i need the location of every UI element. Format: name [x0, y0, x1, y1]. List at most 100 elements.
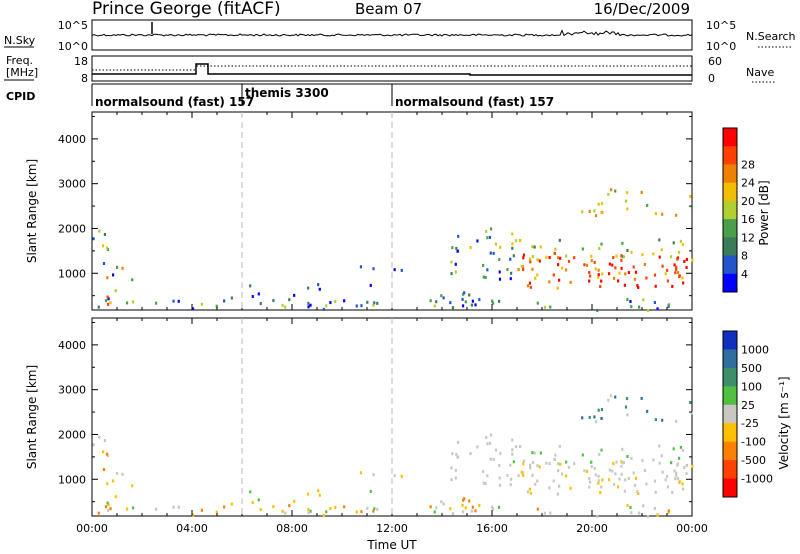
power-echo — [511, 242, 514, 246]
velocity-echo — [471, 505, 474, 509]
velocity-echo — [456, 455, 459, 459]
velocity-echo — [529, 491, 532, 495]
velocity-echo — [653, 479, 657, 483]
power-echo — [451, 306, 455, 310]
velocity-echo — [454, 468, 457, 472]
power-echo — [484, 276, 487, 280]
y-tick-label: 2000 — [58, 428, 86, 441]
velocity-echo — [534, 482, 537, 486]
velocity-echo — [482, 469, 485, 473]
velocity-echo — [559, 462, 562, 466]
x-tick-label: 12:00 — [376, 522, 408, 535]
velocity-echo — [597, 479, 600, 483]
velocity-echo — [557, 469, 560, 473]
velocity-echo — [557, 462, 560, 466]
velocity-echo — [674, 477, 677, 481]
power-echo — [522, 256, 525, 260]
power-echo — [288, 298, 291, 302]
power-echo — [658, 255, 661, 259]
power-echo — [675, 267, 678, 271]
power-echo — [360, 304, 363, 308]
velocity-echo — [573, 462, 576, 466]
power-echo — [329, 301, 332, 305]
velocity-echo — [519, 445, 522, 449]
velocity-echo — [509, 483, 512, 487]
velocity-echo — [620, 460, 623, 464]
velocity-echo — [556, 492, 559, 496]
power-echo — [105, 246, 109, 250]
power-echo — [661, 264, 664, 268]
velocity-echo — [429, 505, 432, 509]
colorbar-frame — [722, 330, 738, 498]
nsky-tick-bottom: 10^0 — [58, 40, 88, 53]
power-echo — [125, 301, 129, 305]
velocity-echo — [646, 514, 650, 518]
velocity-echo — [666, 485, 670, 489]
power-echo — [482, 263, 485, 267]
velocity-echo — [498, 463, 501, 467]
freq-label-2: [MHz] — [6, 66, 38, 79]
power-echo — [536, 258, 539, 262]
colorbar-tick-label: 28 — [741, 158, 755, 171]
velocity-echo — [454, 476, 457, 480]
power-echo — [376, 301, 379, 305]
velocity-echo — [624, 478, 627, 482]
power-echo — [489, 227, 493, 231]
velocity-echo — [632, 471, 635, 475]
colorbar-cell — [723, 349, 737, 369]
velocity-echo — [549, 511, 552, 515]
power-echo — [596, 308, 599, 312]
velocity-echo — [433, 510, 436, 514]
velocity-echo — [597, 474, 600, 478]
cpid-segment-label: themis 3300 — [245, 86, 329, 100]
colorbar-cell — [723, 146, 737, 165]
power-echo — [585, 263, 589, 267]
power-echo — [676, 257, 679, 261]
velocity-echo — [491, 505, 494, 509]
velocity-echo — [583, 469, 586, 473]
power-echo — [485, 229, 488, 233]
velocity-echo — [581, 453, 584, 457]
velocity-echo — [200, 508, 203, 512]
colorbar-tick-label: 500 — [741, 362, 762, 375]
power-echo — [538, 259, 541, 263]
velocity-echo — [360, 510, 363, 514]
velocity-echo — [608, 468, 611, 472]
power-echo — [471, 299, 474, 303]
power-echo — [614, 266, 617, 270]
power-echo — [230, 296, 233, 300]
power-echo — [620, 258, 623, 262]
velocity-echo — [548, 462, 551, 466]
power-echo — [450, 260, 453, 264]
velocity-echo — [511, 448, 514, 452]
velocity-echo — [318, 493, 321, 497]
velocity-echo — [624, 405, 628, 409]
velocity-echo — [514, 445, 518, 449]
power-echo — [534, 276, 537, 280]
colorbar-cell — [723, 237, 737, 257]
y-tick-label: 1000 — [58, 473, 86, 486]
power-echo — [281, 303, 284, 307]
velocity-echo — [450, 478, 453, 482]
velocity-echo — [588, 415, 591, 419]
velocity-echo — [543, 511, 547, 515]
velocity-echo — [614, 472, 617, 476]
velocity-echo — [637, 492, 640, 496]
velocity-echo — [498, 483, 502, 487]
velocity-echo — [598, 452, 601, 456]
velocity-echo — [589, 480, 592, 484]
power-echo — [656, 307, 659, 311]
power-echo — [607, 272, 611, 276]
power-echo — [531, 267, 534, 271]
power-echo — [97, 305, 100, 309]
power-echo — [629, 299, 632, 303]
power-colorbar: 4 8 12 16 20 24 28 — [722, 127, 755, 293]
power-echo — [486, 268, 489, 272]
power-echo — [593, 260, 596, 264]
power-echo — [676, 271, 680, 275]
velocity-ylabel: Slant Range [km] — [25, 365, 39, 469]
velocity-echo — [620, 464, 623, 468]
power-echo — [318, 287, 321, 291]
velocity-echo — [614, 395, 617, 399]
